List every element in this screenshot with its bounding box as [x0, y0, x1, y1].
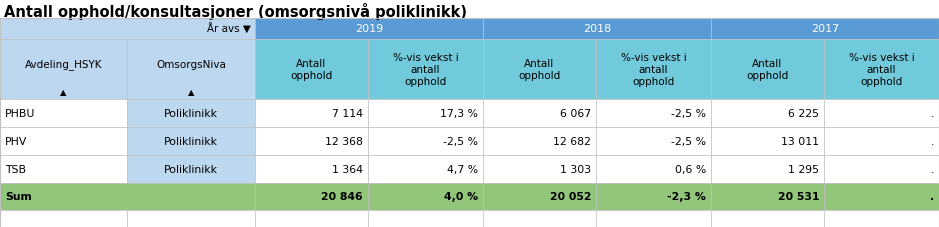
Bar	[483, 40, 596, 100]
Bar	[127, 40, 255, 100]
Bar	[596, 40, 711, 100]
Bar	[824, 127, 939, 155]
Text: -2,5 %: -2,5 %	[443, 136, 478, 146]
Bar	[824, 100, 939, 127]
Text: Antall
opphold: Antall opphold	[290, 59, 332, 80]
Text: .: .	[931, 164, 934, 174]
Bar	[127, 210, 255, 227]
Bar	[0, 127, 127, 155]
Bar	[255, 183, 368, 210]
Text: 6 067: 6 067	[560, 109, 591, 118]
Bar	[255, 40, 368, 100]
Bar	[711, 127, 824, 155]
Bar	[0, 2, 939, 21]
Text: 12 368: 12 368	[325, 136, 363, 146]
Bar	[0, 155, 127, 183]
Text: 4,7 %: 4,7 %	[447, 164, 478, 174]
Bar	[368, 210, 483, 227]
Text: 2017: 2017	[811, 24, 839, 34]
Bar	[483, 100, 596, 127]
Bar	[711, 210, 824, 227]
Text: 4,0 %: 4,0 %	[444, 192, 478, 202]
Bar	[127, 155, 255, 183]
Bar	[711, 183, 824, 210]
Text: OmsorgsNiva: OmsorgsNiva	[156, 60, 226, 70]
Bar	[596, 100, 711, 127]
Bar	[255, 210, 368, 227]
Bar	[483, 127, 596, 155]
Bar	[0, 183, 255, 210]
Bar	[255, 100, 368, 127]
Bar	[596, 183, 711, 210]
Bar	[596, 155, 711, 183]
Text: 13 011: 13 011	[781, 136, 819, 146]
Text: 1 295: 1 295	[788, 164, 819, 174]
Bar	[483, 210, 596, 227]
Bar	[368, 40, 483, 100]
Bar	[711, 100, 824, 127]
Bar	[0, 210, 127, 227]
Bar	[711, 19, 939, 40]
Text: Sum: Sum	[5, 192, 32, 202]
Text: Avdeling_HSYK: Avdeling_HSYK	[24, 59, 102, 70]
Text: ▲: ▲	[60, 88, 67, 97]
Text: 0,6 %: 0,6 %	[675, 164, 706, 174]
Text: 20 531: 20 531	[777, 192, 819, 202]
Bar	[127, 127, 255, 155]
Text: 2019: 2019	[355, 24, 383, 34]
Bar	[483, 183, 596, 210]
Bar	[0, 40, 127, 100]
Text: %-vis vekst i
antall
opphold: %-vis vekst i antall opphold	[621, 53, 686, 86]
Bar	[483, 155, 596, 183]
Text: PHBU: PHBU	[5, 109, 36, 118]
Bar	[824, 155, 939, 183]
Text: 1 303: 1 303	[560, 164, 591, 174]
Bar	[368, 127, 483, 155]
Text: 6 225: 6 225	[788, 109, 819, 118]
Text: .: .	[931, 109, 934, 118]
Bar	[824, 40, 939, 100]
Text: 20 052: 20 052	[549, 192, 591, 202]
Bar	[596, 127, 711, 155]
Bar	[0, 100, 127, 127]
Bar	[711, 155, 824, 183]
Text: År avs ▼: År avs ▼	[208, 24, 251, 35]
Text: ▲: ▲	[188, 88, 194, 97]
Bar	[824, 210, 939, 227]
Bar	[255, 19, 483, 40]
Text: %-vis vekst i
antall
opphold: %-vis vekst i antall opphold	[393, 53, 458, 86]
Bar	[368, 155, 483, 183]
Text: -2,5 %: -2,5 %	[671, 136, 706, 146]
Bar	[711, 40, 824, 100]
Text: Poliklinikk: Poliklinikk	[164, 164, 218, 174]
Text: TSB: TSB	[5, 164, 26, 174]
Text: 17,3 %: 17,3 %	[440, 109, 478, 118]
Bar	[255, 155, 368, 183]
Text: Poliklinikk: Poliklinikk	[164, 109, 218, 118]
Text: %-vis vekst i
antall
opphold: %-vis vekst i antall opphold	[849, 53, 915, 86]
Bar	[0, 19, 255, 40]
Text: Antall opphold/konsultasjoner (omsorgsnivå poliklinikk): Antall opphold/konsultasjoner (omsorgsni…	[4, 3, 467, 20]
Text: .: .	[930, 192, 934, 202]
Text: .: .	[931, 136, 934, 146]
Text: PHV: PHV	[5, 136, 27, 146]
Text: 7 114: 7 114	[332, 109, 363, 118]
Text: -2,3 %: -2,3 %	[667, 192, 706, 202]
Text: 20 846: 20 846	[321, 192, 363, 202]
Bar	[368, 100, 483, 127]
Bar	[824, 183, 939, 210]
Text: Antall
opphold: Antall opphold	[747, 59, 789, 80]
Text: 12 682: 12 682	[553, 136, 591, 146]
Text: -2,5 %: -2,5 %	[671, 109, 706, 118]
Bar	[596, 210, 711, 227]
Text: 2018: 2018	[583, 24, 611, 34]
Bar	[368, 183, 483, 210]
Bar	[127, 100, 255, 127]
Text: Poliklinikk: Poliklinikk	[164, 136, 218, 146]
Bar	[483, 19, 711, 40]
Bar	[255, 127, 368, 155]
Text: 1 364: 1 364	[332, 164, 363, 174]
Text: Antall
opphold: Antall opphold	[518, 59, 561, 80]
